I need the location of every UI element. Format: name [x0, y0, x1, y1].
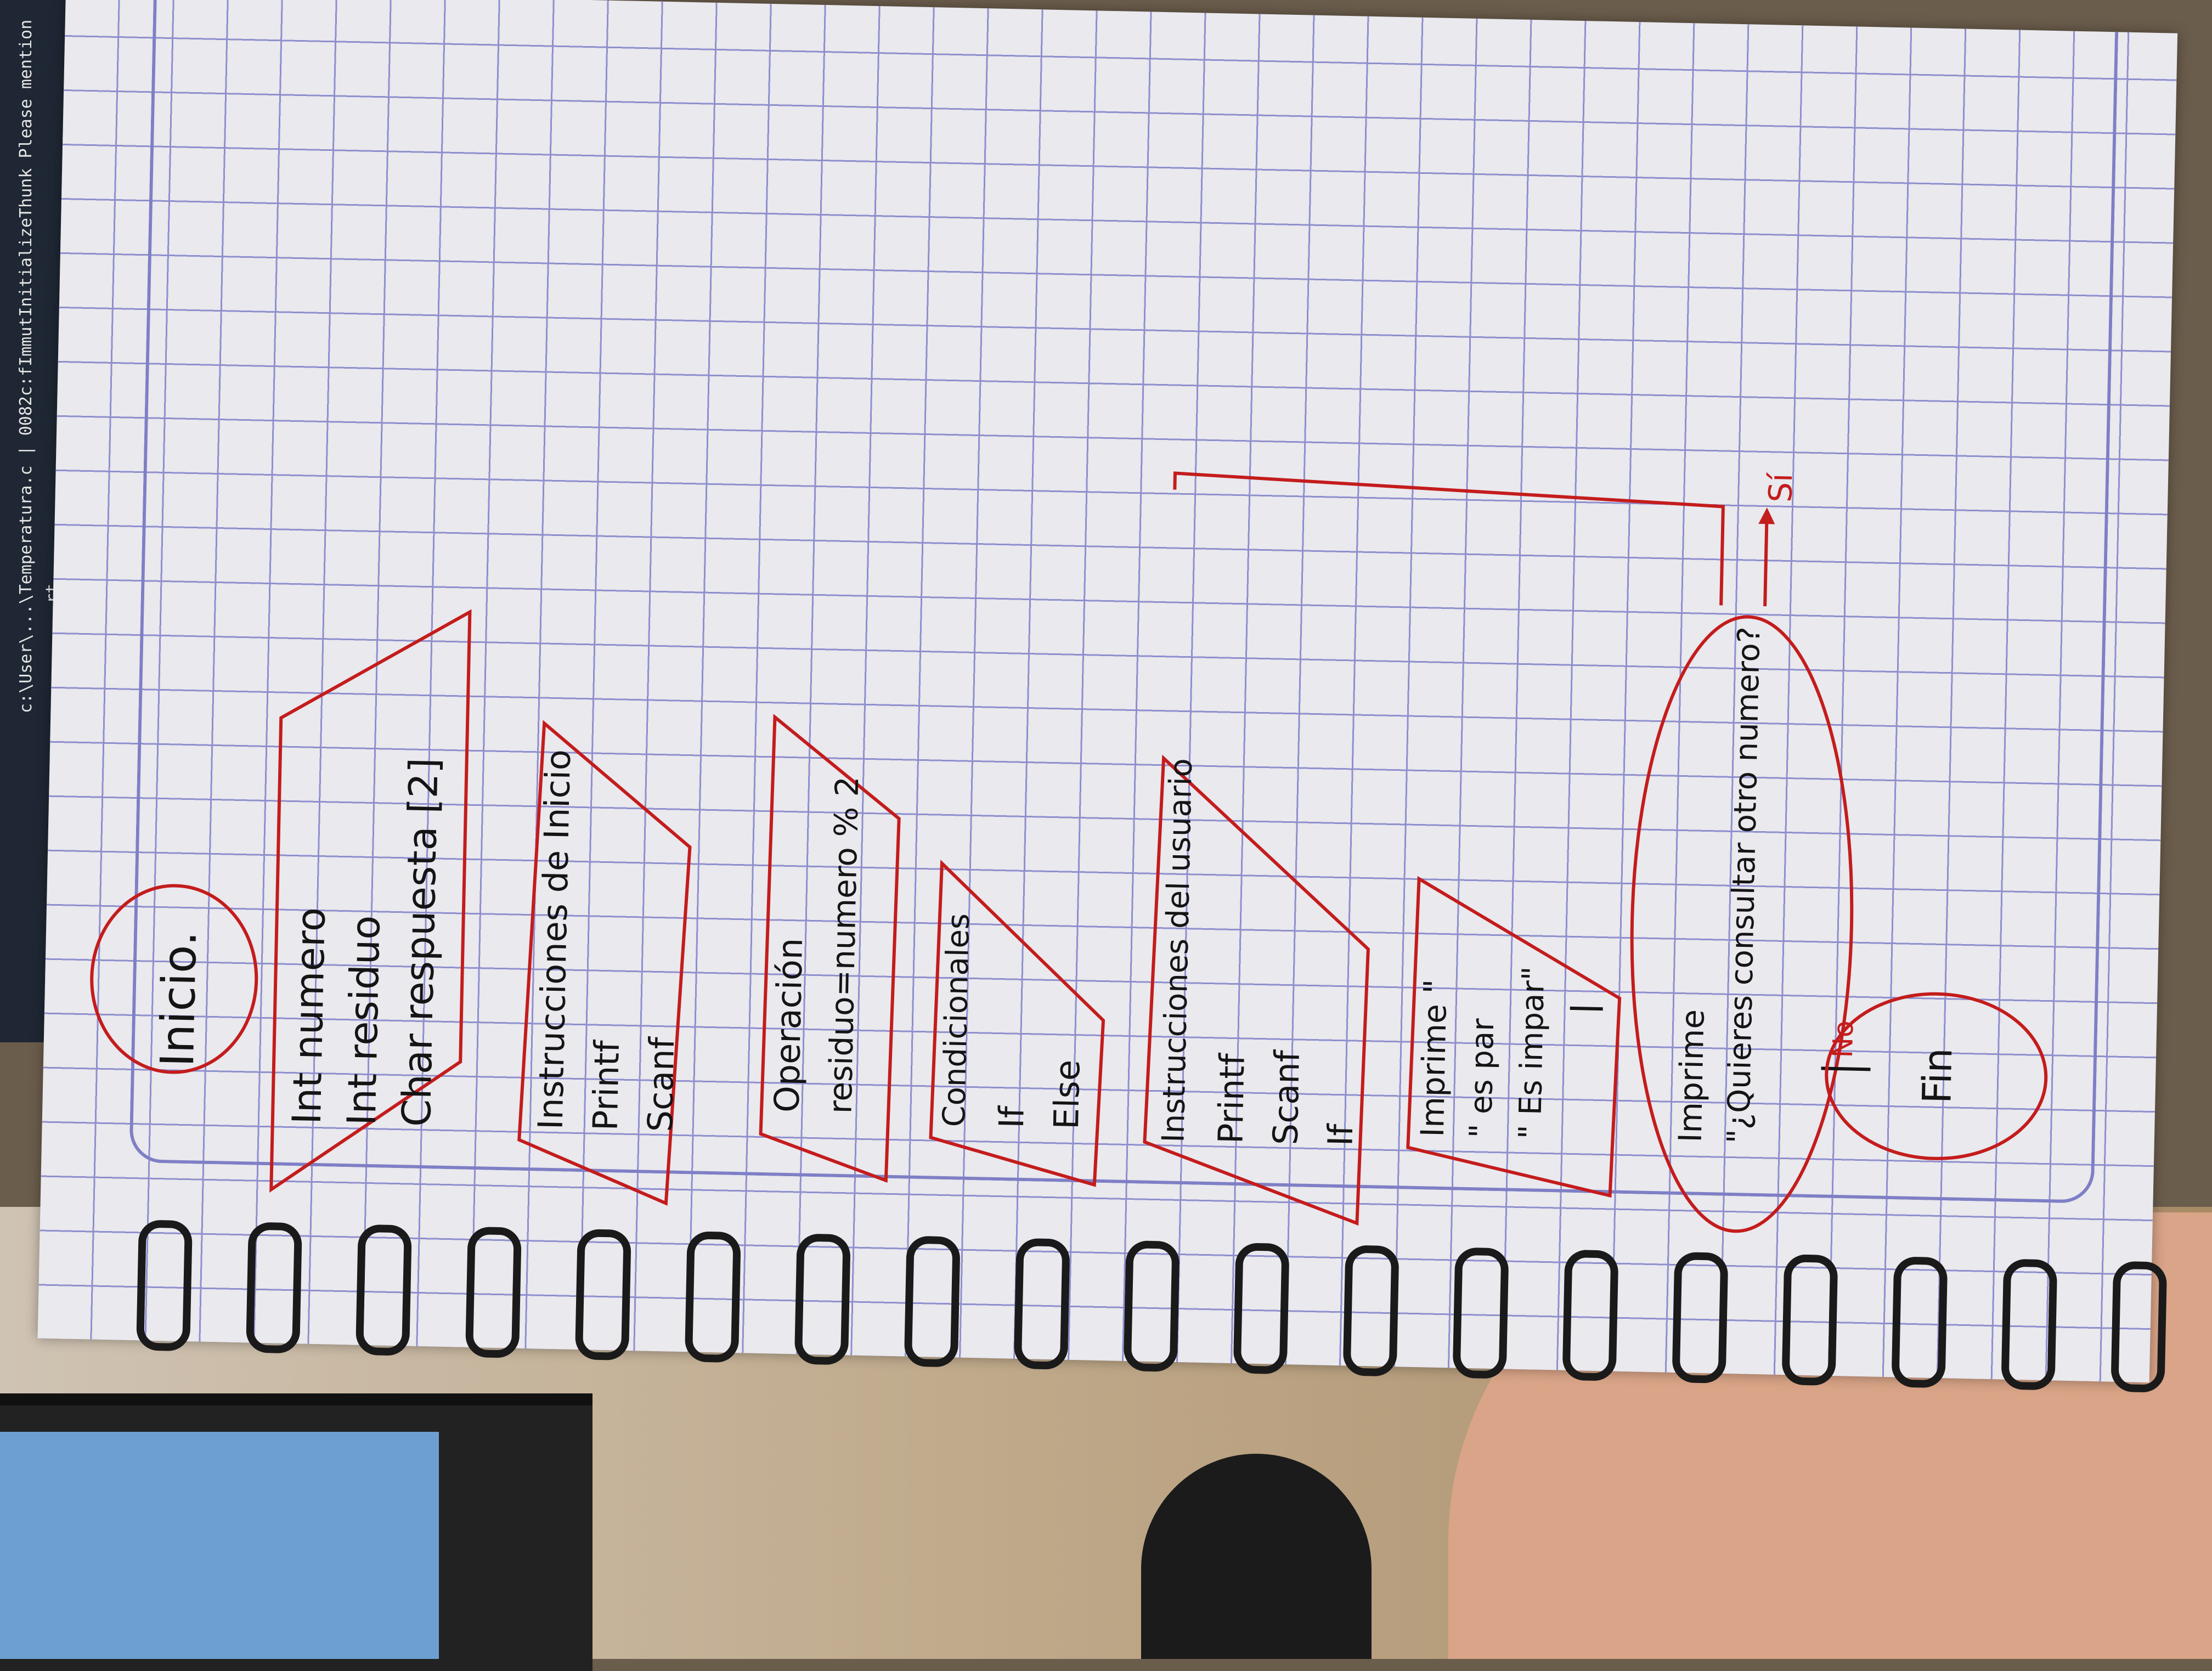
binding-coil	[1342, 1245, 1400, 1377]
binding-coil	[246, 1222, 302, 1354]
yes-arrow	[1763, 518, 1769, 607]
print-result-line-3: " Es impar"	[1512, 966, 1552, 1140]
user-instructions-shape	[1143, 754, 1370, 1226]
notebook-page: Inicio. Int numero Int residuo Char resp…	[37, 0, 2178, 1393]
print-result-shape	[1406, 876, 1622, 1198]
binding-coil	[1233, 1243, 1290, 1375]
flow-arrow	[1570, 1006, 1603, 1011]
binding-coil	[1891, 1256, 1948, 1388]
yes-arrowhead	[1758, 507, 1775, 524]
user-instructions-line-3: Scanf	[1265, 1049, 1307, 1145]
instructions-start-line-2: Printf	[585, 1040, 628, 1131]
start-terminal	[90, 884, 258, 1074]
user-instructions-line-2: Printf	[1210, 1053, 1252, 1144]
instructions-start-line-1: Instrucciones de Inicio	[530, 749, 579, 1130]
end-terminal	[1825, 992, 2048, 1160]
screen-code-line: c:\User\...\Temperatura.c | 0082c:fImmut…	[16, 19, 36, 713]
binding-coil	[684, 1231, 741, 1363]
binding-coil	[1562, 1249, 1619, 1381]
declaration-line-1: Int numero	[283, 907, 335, 1125]
user-instructions-line-4: If	[1320, 1124, 1361, 1147]
computer-mouse	[1141, 1454, 1372, 1659]
binding-coil	[574, 1229, 631, 1361]
declarations-shape	[269, 609, 472, 1193]
instructions-start-line-3: Scanf	[640, 1036, 682, 1132]
binding-coil	[1672, 1251, 1729, 1384]
start-label: Inicio.	[150, 930, 207, 1068]
conditionals-line-3: Else	[1046, 1059, 1088, 1130]
binding-coil	[904, 1235, 961, 1368]
binding-coil	[1781, 1254, 1838, 1386]
yes-label: Sí	[1762, 473, 1800, 503]
monitor-screen	[0, 1432, 439, 1659]
print-question-line-1: Imprime	[1671, 1009, 1712, 1143]
binding-coil	[1123, 1240, 1180, 1372]
print-result-line-2: " es par	[1463, 1018, 1502, 1139]
print-result-line-1: Imprime "	[1413, 979, 1454, 1138]
operation-shape	[759, 714, 901, 1183]
operation-line-1: Operación	[766, 937, 811, 1113]
binding-coil	[136, 1220, 193, 1352]
binding-coil	[794, 1233, 851, 1365]
instructions-start-shape	[517, 720, 692, 1206]
declaration-line-2: Int residuo	[338, 914, 389, 1126]
question-decision	[1630, 615, 1854, 1233]
binding-coil	[1452, 1247, 1509, 1379]
binding-coil	[1013, 1238, 1070, 1370]
flowchart-shapes	[90, 471, 2048, 1233]
binding-coil	[2001, 1258, 2058, 1391]
no-label: No	[1826, 1020, 1860, 1058]
no-arrow	[1821, 1066, 1871, 1071]
end-label: Fin	[1914, 1047, 1961, 1104]
conditionals-line-2: If	[991, 1105, 1032, 1129]
declaration-line-3: Char respuesta [2]	[393, 757, 447, 1127]
conditionals-shape	[929, 859, 1105, 1187]
operation-line-2: residuo=numero % 2	[821, 776, 866, 1114]
conditionals-line-1: Condicionales	[936, 913, 977, 1128]
binding-coil	[355, 1224, 412, 1356]
binding-coil	[2111, 1261, 2168, 1393]
yes-branch-line	[1173, 471, 1725, 606]
binding-coil	[465, 1226, 522, 1358]
